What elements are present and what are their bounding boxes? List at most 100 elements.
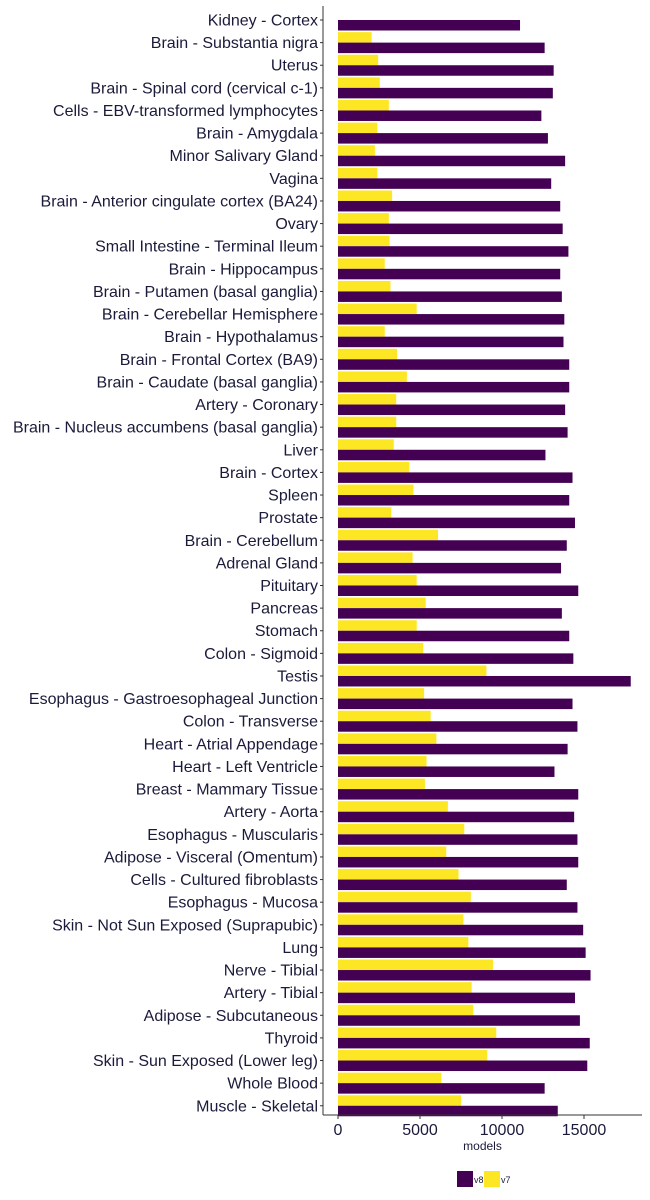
bar-v7 [338,1095,461,1106]
category-label: Artery - Aorta [224,804,318,821]
bar-v7 [338,235,390,247]
category-label: Minor Salivary Gland [170,148,319,165]
x-tick-label: 10000 [480,1122,525,1139]
bar-v7 [338,552,413,563]
bar-v7 [338,665,487,676]
category-label: Ovary [275,216,318,233]
bar-v8 [338,902,578,913]
legend-label-v7: v7 [501,1175,511,1185]
bar-v8 [338,404,566,416]
category-label: Brain - Hippocampus [169,261,318,278]
x-axis-title: models [463,1139,502,1153]
category-label: Brain - Anterior cingulate cortex (BA24) [41,193,318,210]
bar-v8 [338,1105,558,1117]
bar-v8 [338,653,574,664]
category-label: Brain - Substantia nigra [151,35,318,52]
category-label: Whole Blood [227,1076,318,1093]
category-label: Vagina [269,171,318,188]
bar-v7 [338,914,464,925]
category-label: Brain - Caudate (basal ganglia) [97,374,318,391]
bar-v8 [338,675,631,687]
category-label: Artery - Coronary [195,397,318,414]
category-label: Brain - Cortex [219,465,318,482]
bar-v7 [338,529,439,541]
bar-v8 [338,223,563,235]
bar-v7 [338,688,425,699]
category-label: Stomach [255,623,318,640]
bar-v8 [338,495,570,506]
category-label: Small Intestine - Terminal Ileum [95,239,318,256]
bars [338,20,631,1117]
legend-swatch-v7 [484,1171,500,1187]
bar-v7 [338,1050,488,1061]
bar-v7 [338,733,437,744]
legend-swatch-v8 [457,1171,473,1187]
bar-v7 [338,77,380,88]
category-label: Lung [282,940,318,957]
category-label: Muscle - Skeletal [196,1098,318,1115]
bar-v7 [338,891,471,903]
bar-v8 [338,381,570,393]
category-label: Brain - Hypothalamus [164,329,318,346]
bar-v7 [338,1072,442,1084]
bar-v8 [338,947,586,958]
bar-v8 [338,65,554,76]
bar-v8 [338,698,573,710]
bar-v7 [338,710,431,722]
bar-v7 [338,371,407,382]
bar-v8 [338,20,521,31]
bar-v8 [338,427,568,438]
bar-v7 [338,869,459,880]
bar-v8 [338,178,552,189]
x-tick-label: 15000 [562,1122,607,1139]
bar-v7 [338,280,391,292]
category-label: Pituitary [260,578,318,595]
category-label: Prostate [258,510,318,527]
bar-v7 [338,145,375,156]
bar-v7 [338,575,417,586]
category-label: Cells - Cultured fibroblasts [130,872,318,889]
category-label: Thyroid [265,1030,318,1047]
x-tick-label: 0 [334,1122,343,1139]
bar-v8 [338,992,575,1004]
bar-v8 [338,585,579,596]
bar-v8 [338,743,568,755]
bar-v8 [338,721,578,732]
bar-v7 [338,99,389,111]
bar-v7 [338,394,397,405]
category-label: Colon - Sigmoid [204,646,318,663]
category-label: Esophagus - Mucosa [168,895,318,912]
bar-v8 [338,268,561,280]
bar-v8 [338,291,562,302]
category-label: Brain - Putamen (basal ganglia) [93,284,318,301]
category-label: Skin - Not Sun Exposed (Suprapubic) [52,917,318,934]
bar-v7 [338,597,426,609]
bar-v8 [338,155,566,167]
bar-v8 [338,42,545,54]
bar-v8 [338,517,575,529]
category-label: Breast - Mammary Tissue [136,782,318,799]
legend: v8 v7 [457,1171,511,1187]
bar-v8 [338,246,569,257]
bar-v8 [338,472,573,483]
bar-v8 [338,540,567,551]
category-label: Liver [283,442,318,459]
bar-v8 [338,1015,580,1026]
bar-v7 [338,642,424,654]
category-label: Adipose - Visceral (Omentum) [104,849,318,866]
bar-v7 [338,755,427,767]
bar-v8 [338,200,561,212]
bar-v8 [338,789,579,800]
bar-v8 [338,856,579,868]
bar-v8 [338,133,548,144]
bar-v7 [338,258,385,269]
bar-v8 [338,1060,588,1072]
bar-v7 [338,416,397,428]
bar-v8 [338,834,578,845]
category-labels: Kidney - Cortex Brain - Substantia nigra U… [13,13,323,1115]
bar-v8 [338,608,562,619]
category-label: Testis [277,668,318,685]
bar-v8 [338,970,591,981]
category-label: Adipose - Subcutaneous [144,1008,318,1025]
bar-v8 [338,811,575,823]
